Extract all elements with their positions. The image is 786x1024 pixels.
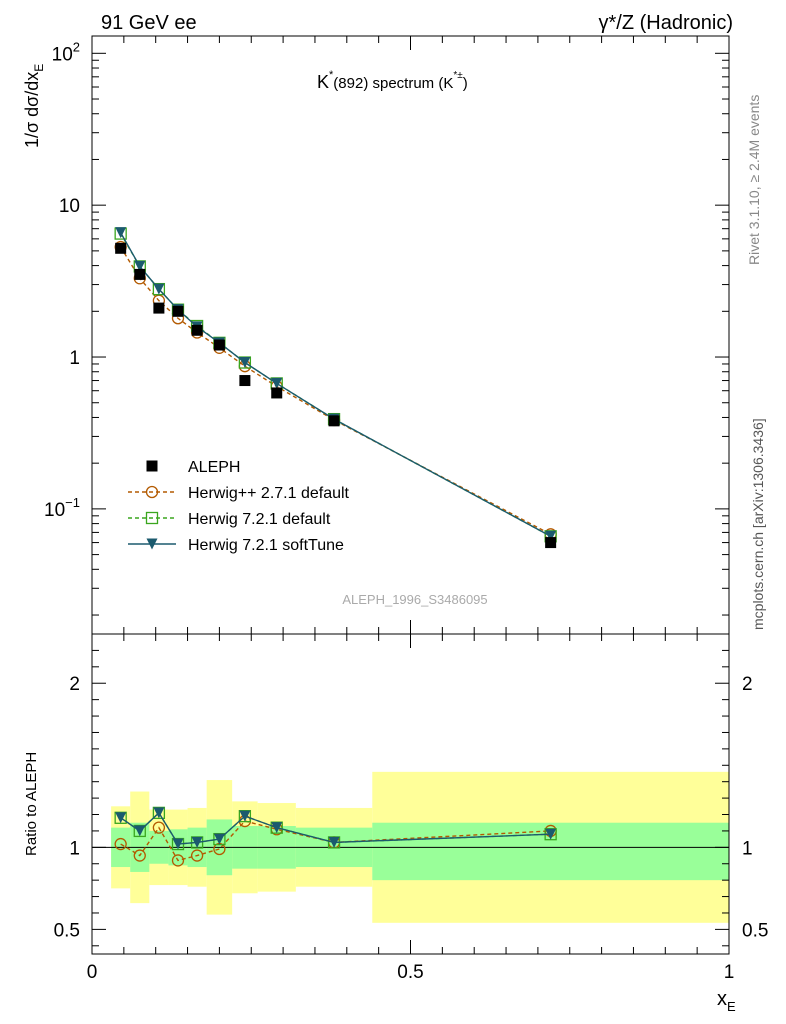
softtune-ratio-point (239, 810, 251, 822)
data-point (115, 242, 127, 254)
x-tick-label: 1 (724, 962, 735, 983)
softtune-point (239, 357, 251, 369)
softtune-point (153, 283, 165, 295)
x-tick-label: 0 (87, 962, 98, 983)
softtune-ratio-point (191, 836, 203, 848)
softtune-ratio-point (545, 828, 557, 840)
softtune-ratio-point (115, 812, 127, 824)
x-tick-label: 0.5 (397, 962, 423, 983)
data-point (545, 537, 557, 549)
softtune-ratio-point (153, 807, 165, 819)
legend-marker (145, 485, 159, 499)
legend-label: Herwig++ 2.7.1 default (188, 485, 350, 502)
herwigpp-ratio-point (114, 837, 127, 851)
softtune-ratio-point (271, 822, 283, 834)
main-y-axis-label: 1/σ dσ/dxE (22, 64, 46, 148)
data-point (134, 268, 146, 280)
legend-label: ALEPH (188, 459, 240, 476)
softtune-ratio-point (328, 836, 340, 848)
ratio-y-axis-label: Ratio to ALEPH (23, 752, 40, 856)
data-point (239, 375, 251, 387)
data-point (153, 302, 165, 314)
herwigpp-ratio-point (133, 849, 146, 862)
softtune-point (545, 530, 557, 542)
data-point (328, 415, 340, 427)
legend-label: Herwig 7.2.1 default (188, 511, 331, 528)
y-tick-label: 10−1 (44, 495, 80, 521)
y-tick-label: 102 (52, 39, 80, 65)
legend-label: Herwig 7.2.1 softTune (188, 537, 344, 554)
ratio-y-tick-label-right: 0.5 (742, 920, 768, 941)
softtune-point (271, 377, 283, 389)
herwigpp-ratio-point (152, 821, 166, 834)
softtune-line (120, 232, 551, 537)
legend-marker (146, 460, 158, 472)
herwigpp-ratio-point (190, 849, 204, 862)
process-label: γ*/Z (Hadronic) (599, 12, 733, 34)
softtune-ratio-point (134, 825, 146, 837)
energy-label: 91 GeV ee (101, 12, 197, 34)
softtune-ratio-line (120, 811, 551, 845)
herwigpp-line (120, 246, 551, 535)
analysis-id-label: ALEPH_1996_S3486095 (342, 592, 487, 607)
plot-title: K*(892) spectrum (K*±) (317, 69, 468, 92)
softtune-ratio-point (213, 833, 225, 845)
ratio-y-tick-label: 2 (69, 674, 80, 695)
data-point (172, 305, 184, 317)
ratio-y-tick-label-right: 1 (742, 838, 753, 859)
legend-marker (145, 511, 159, 525)
rivet-version-label: Rivet 3.1.10, ≥ 2.4M events (746, 95, 762, 265)
ratio-y-tick-label-right: 2 (742, 674, 753, 695)
y-tick-label: 1 (69, 348, 80, 369)
main-plot-panel: 102 10 1 10−1 K*(892) spectrum (K*±) 1/σ dσ… (22, 35, 730, 635)
x-axis-label: xE (717, 988, 736, 1014)
softtune-ratio-point (172, 838, 184, 850)
ratio-plot-panel: 0.5 0.5 1 1 2 2 0 0.5 1 Ratio to ALEPH xE (23, 633, 768, 1014)
ratio-y-tick-label: 1 (69, 838, 80, 859)
softtune-point (134, 260, 146, 272)
legend: ALEPH Herwig++ 2.7.1 default Herwig 7.2.1 … (128, 459, 350, 554)
herwigpp-ratio-point (171, 854, 185, 867)
data-point (213, 339, 225, 351)
mcplots-label: mcplots.cern.ch [arXiv:1306.3436] (750, 418, 766, 630)
data-point (271, 387, 283, 399)
y-tick-label: 10 (59, 196, 80, 217)
legend-marker (146, 538, 158, 550)
ratio-y-tick-label: 0.5 (54, 920, 80, 941)
data-point (191, 324, 203, 336)
softtune-point (115, 227, 127, 239)
